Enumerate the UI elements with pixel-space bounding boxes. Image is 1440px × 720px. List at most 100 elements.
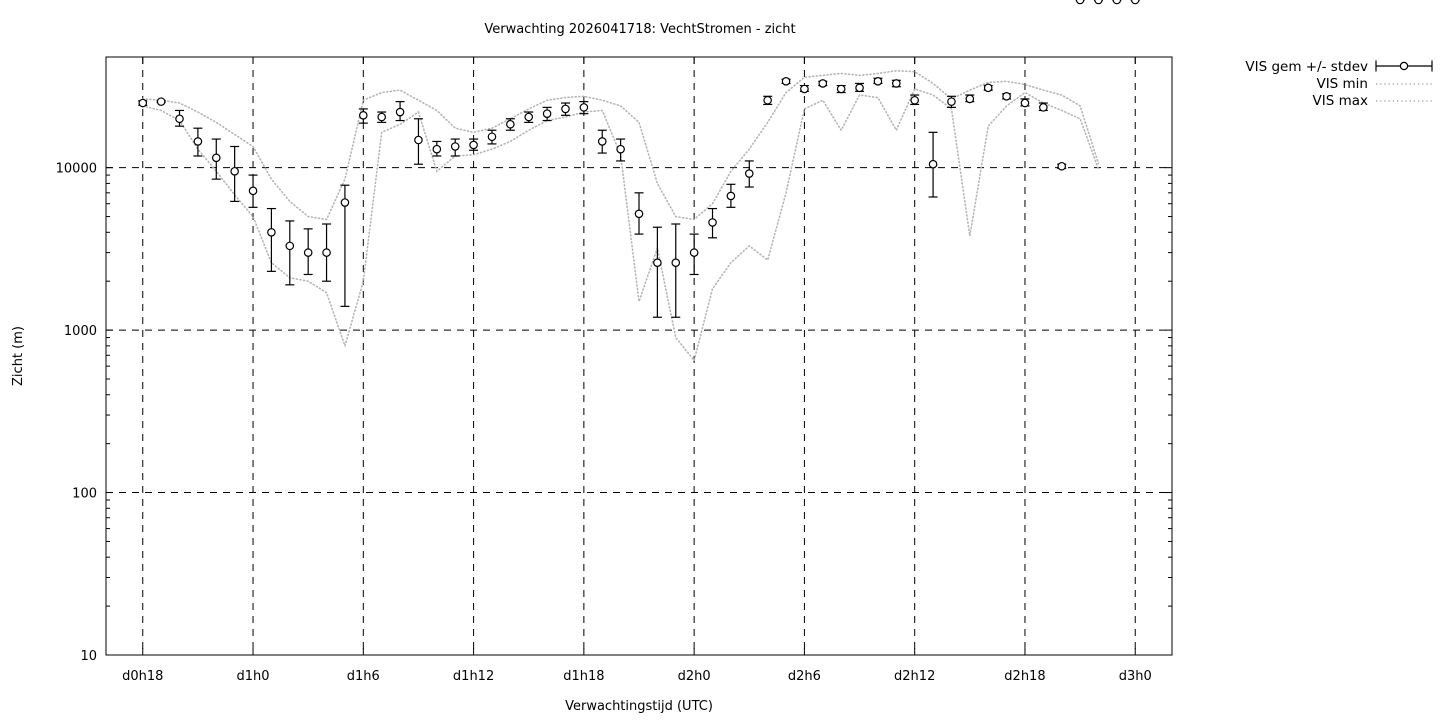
mean-marker: [175, 114, 184, 124]
x-tick-labels: d0h18 d1h0 d1h6 d1h12 d1h18 d2h0 d2h6 d2h12 d2h1…: [122, 669, 1152, 684]
data-point: [469, 138, 479, 151]
data-point: [836, 84, 846, 94]
mean-marker: [524, 112, 534, 122]
data-point: [799, 84, 809, 94]
data-point: [910, 94, 920, 106]
mean-marker: [983, 83, 993, 93]
mean-marker: [744, 169, 754, 178]
data-point: [340, 184, 350, 307]
data-point: [634, 192, 644, 235]
data-point: [818, 79, 828, 88]
data-point: [671, 223, 681, 318]
data-point: [855, 82, 865, 93]
mean-marker: [965, 94, 975, 104]
data-point: [616, 138, 626, 162]
mean-marker: [267, 228, 276, 237]
mean-marker: [708, 218, 717, 227]
x-tick-label: d2h12: [894, 669, 935, 684]
mean-marker: [450, 142, 460, 151]
data-point: [689, 233, 699, 276]
mean-marker: [285, 241, 295, 251]
data-point: [1038, 102, 1048, 112]
mean-marker: [193, 137, 203, 146]
data-point: [781, 77, 791, 86]
data-point: [1093, 0, 1103, 5]
x-tick-label: d0h18: [122, 669, 163, 684]
mean-marker: [211, 153, 221, 163]
mean-marker: [156, 97, 166, 106]
data-point: [450, 138, 460, 157]
data-point: [708, 207, 718, 239]
data-point: [175, 109, 185, 127]
mean-marker: [414, 135, 423, 145]
x-tick-label: d1h0: [237, 669, 270, 684]
mean-marker: [1112, 0, 1122, 5]
data-point: [946, 95, 956, 108]
mean-marker: [359, 111, 368, 120]
mean-marker: [836, 84, 846, 94]
legend-swatch-vis-gem: [1375, 60, 1433, 72]
envelope-vis-max: [141, 69, 1100, 221]
mean-marker: [873, 77, 883, 86]
data-point: [322, 223, 332, 282]
data-point: [266, 207, 276, 272]
data-point: [983, 83, 993, 93]
data-point: [726, 183, 736, 208]
data-point: [505, 118, 515, 131]
mean-marker: [781, 77, 791, 86]
mean-marker: [322, 248, 331, 257]
y-tick-label: 100: [72, 487, 97, 502]
data-point: [487, 129, 497, 145]
mean-marker: [1075, 0, 1085, 5]
y-tick-label: 10000: [56, 162, 97, 177]
mean-marker: [671, 258, 681, 267]
data-point: [230, 145, 240, 202]
x-tick-label: d1h18: [563, 669, 604, 684]
mean-marker: [689, 248, 699, 257]
y-axis-label: Zicht (m): [11, 326, 26, 386]
grid-layer: [106, 57, 1172, 655]
mean-marker: [597, 137, 607, 146]
mean-marker: [726, 191, 736, 201]
x-tick-label: d2h0: [678, 669, 711, 684]
data-point: [303, 228, 313, 276]
data-point: [524, 111, 534, 123]
data-point: [1020, 98, 1030, 108]
data-point: [432, 140, 442, 157]
data-point: [965, 94, 975, 104]
data-point: [597, 129, 607, 154]
data-point: [1075, 0, 1085, 5]
x-tick-label: d2h18: [1004, 669, 1045, 684]
x-axis-label: Verwachtingstijd (UTC): [565, 699, 713, 714]
axis-ticks-layer: [106, 57, 1172, 656]
chart-legend: VIS gem +/- stdev VIS min VIS max: [1245, 59, 1433, 109]
chart-title: Verwachting 2026041718: VechtStromen - z…: [484, 22, 795, 37]
x-tick-label: d2h6: [788, 669, 821, 684]
mean-marker: [855, 83, 864, 93]
data-point: [413, 118, 423, 165]
x-tick-label: d1h6: [347, 669, 380, 684]
mean-marker: [1002, 91, 1011, 101]
data-point: [248, 174, 258, 208]
mean-marker: [818, 79, 828, 88]
data-point: [652, 226, 662, 318]
mean-marker: [561, 104, 570, 114]
x-tick-label: d3h0: [1119, 669, 1152, 684]
data-point: [358, 108, 368, 124]
y-tick-label: 10: [80, 649, 97, 664]
mean-marker: [616, 144, 625, 154]
mean-marker: [395, 107, 405, 117]
legend-label-vis-max: VIS max: [1313, 93, 1369, 109]
mean-marker: [432, 144, 442, 154]
mean-marker: [1094, 0, 1103, 5]
data-point: [928, 131, 938, 198]
mean-marker: [542, 109, 552, 118]
plot-frame: [105, 56, 1173, 656]
mean-marker: [892, 79, 901, 88]
data-point: [763, 95, 773, 106]
mean-marker: [138, 98, 148, 108]
data-point: [579, 101, 589, 115]
data-point: [873, 77, 883, 86]
mean-marker: [506, 119, 515, 129]
mean-marker: [947, 97, 956, 106]
